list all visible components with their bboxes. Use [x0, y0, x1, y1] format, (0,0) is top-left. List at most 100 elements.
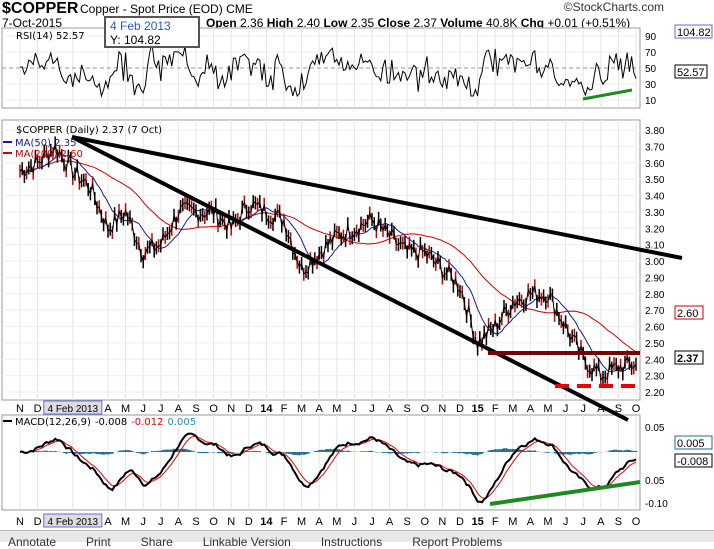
x-label: M [332, 516, 341, 528]
x-label: A [316, 403, 324, 415]
x-label: F [492, 403, 499, 415]
footer-print-link[interactable]: Print [86, 535, 111, 549]
x-label: 15 [471, 516, 483, 528]
macd-histogram-bar [43, 451, 45, 452]
macd-histogram-bar [122, 450, 124, 452]
macd-histogram-bar [155, 451, 157, 452]
close-tag: 2.37 [677, 353, 698, 365]
x-label: A [175, 516, 183, 528]
x-label: M [543, 403, 552, 415]
macd-histogram-bar [142, 452, 144, 454]
price-tick: 2.20 [645, 388, 665, 399]
x-label: M [508, 516, 517, 528]
ma200-tag: 2.60 [677, 308, 698, 320]
x-label: A [597, 516, 605, 528]
x-label: O [209, 516, 218, 528]
x-label: J [158, 403, 164, 415]
macd-histogram-bar [105, 452, 107, 454]
price-tick: 3.00 [645, 257, 665, 268]
ma200-label: MA(200) 2.60 [15, 149, 83, 160]
macd-histogram-bar [474, 452, 476, 455]
x-label: 14 [260, 403, 273, 415]
macd-histogram-bar [129, 450, 131, 452]
macd-histogram-bar [362, 451, 364, 452]
macd-histogram-bar [232, 452, 234, 453]
macd-histogram-bar [391, 452, 393, 453]
macd-histogram-bar [626, 450, 628, 452]
x-label: M [508, 403, 517, 415]
macd-histogram-bar [375, 452, 377, 453]
x-label: M [297, 403, 306, 415]
x-label: D [34, 403, 42, 415]
macd-tag: -0.008 [677, 456, 708, 468]
macd-histogram-bar [584, 452, 586, 454]
x-label: S [192, 516, 199, 528]
macd-histogram-bar [507, 449, 509, 452]
macd-histogram-bar [457, 452, 459, 453]
x-label: F [281, 403, 288, 415]
macd-histogram-bar [37, 451, 39, 452]
macd-histogram-bar [545, 452, 547, 453]
macd-histogram-bar [615, 450, 617, 452]
macd-hist-tag: 0.005 [677, 438, 705, 450]
x-label: A [316, 516, 324, 528]
macd-histogram-bar [254, 451, 256, 452]
macd-histogram-bar [389, 452, 391, 454]
macd-histogram-bar [323, 450, 325, 452]
macd-histogram-bar [140, 452, 142, 454]
footer-instructions-link[interactable]: Instructions [321, 535, 382, 549]
macd-histogram-bar [536, 451, 538, 452]
macd-histogram-bar [628, 450, 630, 452]
x-label: O [421, 403, 430, 415]
x-label: 14 [260, 516, 273, 528]
macd-histogram-bar [345, 451, 347, 452]
price-tick: 3.70 [645, 142, 665, 153]
macd-histogram-bar [103, 452, 105, 455]
macd-histogram-bar [96, 452, 98, 454]
footer-linkable-version-link[interactable]: Linkable Version [203, 535, 291, 549]
macd-histogram-bar [510, 449, 512, 452]
macd-histogram-bar [197, 452, 199, 453]
macd-histogram-bar [325, 449, 327, 452]
macd-histogram-bar [219, 452, 221, 453]
macd-signal-value: -0.012 [131, 417, 163, 428]
x-label: D [245, 516, 253, 528]
price-tick: 2.40 [645, 355, 665, 366]
macd-histogram-bar [109, 452, 111, 454]
macd-histogram-bar [501, 449, 503, 452]
macd-histogram-bar [413, 452, 415, 453]
macd-histogram-bar [184, 449, 186, 452]
x-label: J [580, 516, 586, 528]
macd-histogram-bar [290, 452, 292, 454]
macd-histogram-bar [120, 450, 122, 452]
macd-histogram-bar [369, 451, 371, 452]
macd-histogram-bar [527, 450, 529, 452]
macd-histogram-bar [360, 451, 362, 452]
x-label: A [527, 403, 535, 415]
price-tick: 2.60 [645, 323, 665, 334]
macd-histogram-bar [208, 452, 210, 453]
footer-report-problems-link[interactable]: Report Problems [412, 535, 502, 549]
footer-share-link[interactable]: Share [141, 535, 173, 549]
macd-histogram-bar [569, 452, 571, 455]
footer-annotate-link[interactable]: Annotate [8, 535, 56, 549]
x-label: D [34, 516, 42, 528]
macd-histogram-bar [296, 452, 298, 455]
macd-histogram-bar [41, 451, 43, 452]
rsi-label: RSI(14) 52.57 [16, 31, 85, 42]
macd-histogram-bar [265, 452, 267, 453]
price-tick: 3.60 [645, 159, 665, 170]
price-tick: 2.30 [645, 372, 665, 383]
x-label: O [421, 516, 430, 528]
macd-histogram-bar [287, 452, 289, 454]
x-label: J [158, 516, 164, 528]
macd-histogram-bar [452, 452, 454, 453]
x-label: 15 [471, 403, 483, 415]
x-label: M [297, 516, 306, 528]
macd-histogram-bar [213, 452, 215, 453]
macd-histogram-bar [54, 451, 56, 452]
macd-histogram-bar [613, 450, 615, 452]
